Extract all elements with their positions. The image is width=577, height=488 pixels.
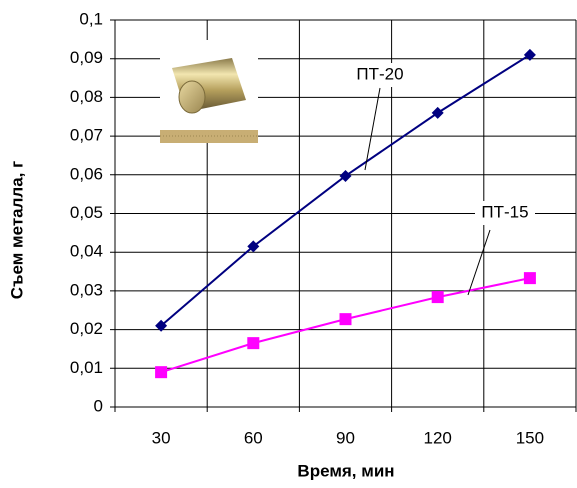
marker: [432, 107, 444, 119]
marker: [432, 291, 444, 303]
y-tick-label: 0,05: [70, 203, 103, 222]
y-tick-label: 0,03: [70, 280, 103, 299]
y-tick-label: 0,08: [70, 87, 103, 106]
photo: [160, 40, 258, 143]
marker: [524, 272, 536, 284]
marker: [155, 366, 167, 378]
y-tick-label: 0,1: [79, 9, 103, 28]
chart: Съем металла, г Время, мин 0 0,01 0,02 0,03…: [0, 0, 577, 488]
plot-area: 0 0,01 0,02 0,03 0,04 0,05 0,06 0,07 0,08 0,09 0,1…: [70, 9, 576, 447]
x-tick-label: 30: [152, 428, 171, 447]
y-tick-label: 0,09: [70, 48, 103, 67]
series-label: ПТ-20: [356, 64, 403, 83]
y-tick-label: 0,04: [70, 242, 103, 261]
y-tick-label: 0,07: [70, 126, 103, 145]
x-tick-label: 150: [516, 428, 544, 447]
marker: [247, 337, 259, 349]
y-tick-label: 0: [94, 396, 103, 415]
leader-line: [468, 230, 490, 295]
x-tick-label: 90: [336, 428, 355, 447]
y-tick-label: 0,01: [70, 358, 103, 377]
y-tick-label: 0,02: [70, 319, 103, 338]
series-label: ПТ-15: [481, 202, 528, 221]
x-tick-label: 120: [424, 428, 452, 447]
y-axis-label: Съем металла, г: [7, 161, 26, 299]
marker: [340, 313, 352, 325]
x-tick-label: 60: [244, 428, 263, 447]
y-tick-label: 0,06: [70, 164, 103, 183]
x-axis-label: Время, мин: [297, 461, 394, 480]
